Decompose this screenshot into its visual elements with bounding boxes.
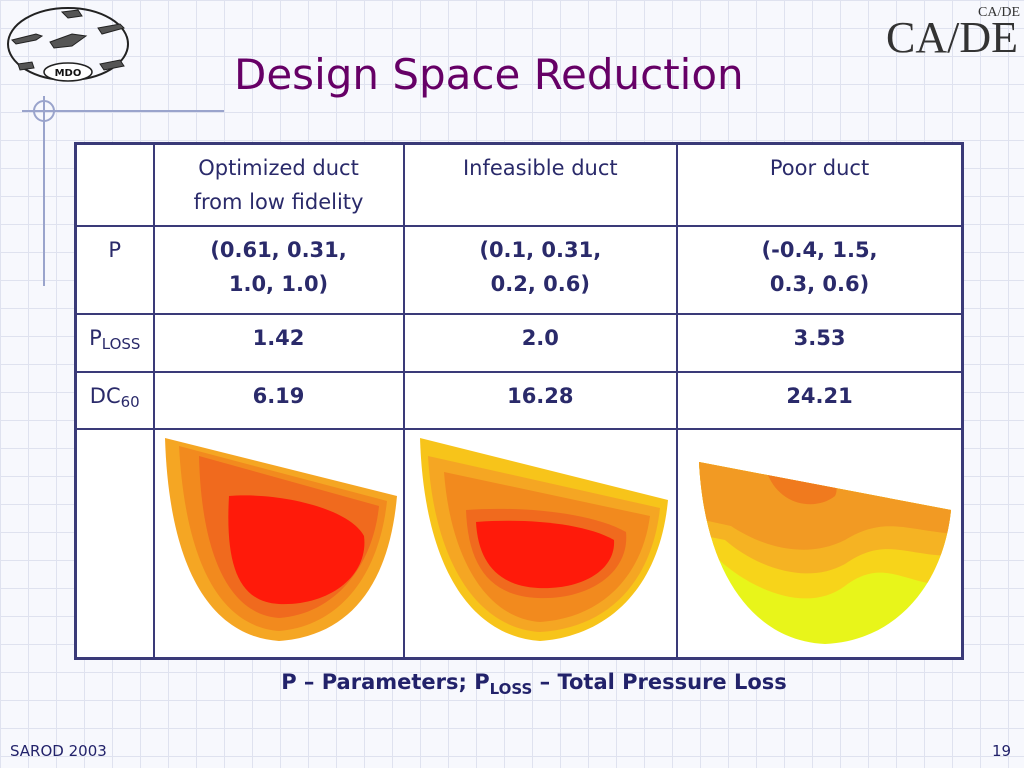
dc60-infeasible-cell: 16.28 xyxy=(402,370,679,430)
row-label-ploss: PLOSS xyxy=(74,312,155,373)
mdo-logo-text: MDO xyxy=(55,68,82,79)
label-subscript: 60 xyxy=(120,392,140,411)
value-line: (0.1, 0.31, xyxy=(479,237,602,262)
parameters-row: P (0.61, 0.31, 1.0, 1.0) (0.1, 0.31, 0.2… xyxy=(74,224,964,315)
header-poor-duct: Poor duct xyxy=(676,142,964,227)
caption-subscript: LOSS xyxy=(489,680,533,698)
header-text: Optimized duct xyxy=(198,156,359,180)
ploss-row: PLOSS 1.42 2.0 3.53 xyxy=(74,312,964,373)
value-line: (0.61, 0.31, xyxy=(210,237,347,262)
ploss-infeasible-cell: 2.0 xyxy=(402,312,679,373)
caption-part2: – Total Pressure Loss xyxy=(532,670,787,694)
value-line: 0.3, 0.6) xyxy=(769,271,870,296)
header-text: from low fidelity xyxy=(193,190,364,214)
footer-conference: SAROD 2003 xyxy=(10,742,107,760)
comparison-table: Optimized duct from low fidelity Infeasi… xyxy=(74,142,964,660)
header-optimized-duct: Optimized duct from low fidelity xyxy=(152,142,405,227)
poor-duct-contour xyxy=(698,461,951,644)
corner-cell xyxy=(74,142,155,227)
p-poor-cell: (-0.4, 1.5, 0.3, 0.6) xyxy=(676,224,964,315)
label-subscript: LOSS xyxy=(101,334,141,353)
cade-logo-small-text: CA/DE xyxy=(978,5,1020,20)
p-infeasible-cell: (0.1, 0.31, 0.2, 0.6) xyxy=(402,224,679,315)
dc60-row: DC60 6.19 16.28 24.21 xyxy=(74,370,964,430)
ploss-optimized-cell: 1.42 xyxy=(152,312,405,373)
header-text: Poor duct xyxy=(769,156,870,180)
optimized-duct-contour xyxy=(164,437,397,641)
value-line: 0.2, 0.6) xyxy=(490,271,590,296)
dc60-poor-cell: 24.21 xyxy=(676,370,964,430)
header-text: Infeasible duct xyxy=(462,156,618,180)
infeasible-duct-contour-cell xyxy=(402,427,679,660)
value-line: (-0.4, 1.5, xyxy=(761,237,878,262)
value-line: 1.0, 1.0) xyxy=(228,271,329,296)
ploss-poor-cell: 3.53 xyxy=(676,312,964,373)
dc60-optimized-cell: 6.19 xyxy=(152,370,405,430)
p-optimized-cell: (0.61, 0.31, 1.0, 1.0) xyxy=(152,224,405,315)
label-main: DC xyxy=(89,383,121,408)
header-infeasible-duct: Infeasible duct xyxy=(402,142,679,227)
cade-logo-text: CA/DE xyxy=(886,13,1018,62)
page-number: 19 xyxy=(992,742,1012,760)
infeasible-duct-contour xyxy=(420,437,669,641)
optimized-duct-contour-cell xyxy=(152,427,405,660)
contour-row-label xyxy=(74,427,155,660)
caption-part1: P – Parameters; P xyxy=(281,670,490,694)
slide-title: Design Space Reduction xyxy=(234,50,744,99)
decorative-crosshair xyxy=(22,96,224,286)
label-main: P xyxy=(89,325,102,350)
poor-duct-contour-cell xyxy=(676,427,964,660)
row-label-dc60: DC60 xyxy=(74,370,155,430)
mdo-logo: MDO xyxy=(7,7,129,82)
contour-row xyxy=(74,427,964,660)
row-label-p: P xyxy=(74,224,155,315)
table-caption: P – Parameters; PLOSS – Total Pressure L… xyxy=(0,670,1024,698)
header-row: Optimized duct from low fidelity Infeasi… xyxy=(74,142,964,227)
cade-logo: CA/DE CA/DE xyxy=(886,5,1020,62)
